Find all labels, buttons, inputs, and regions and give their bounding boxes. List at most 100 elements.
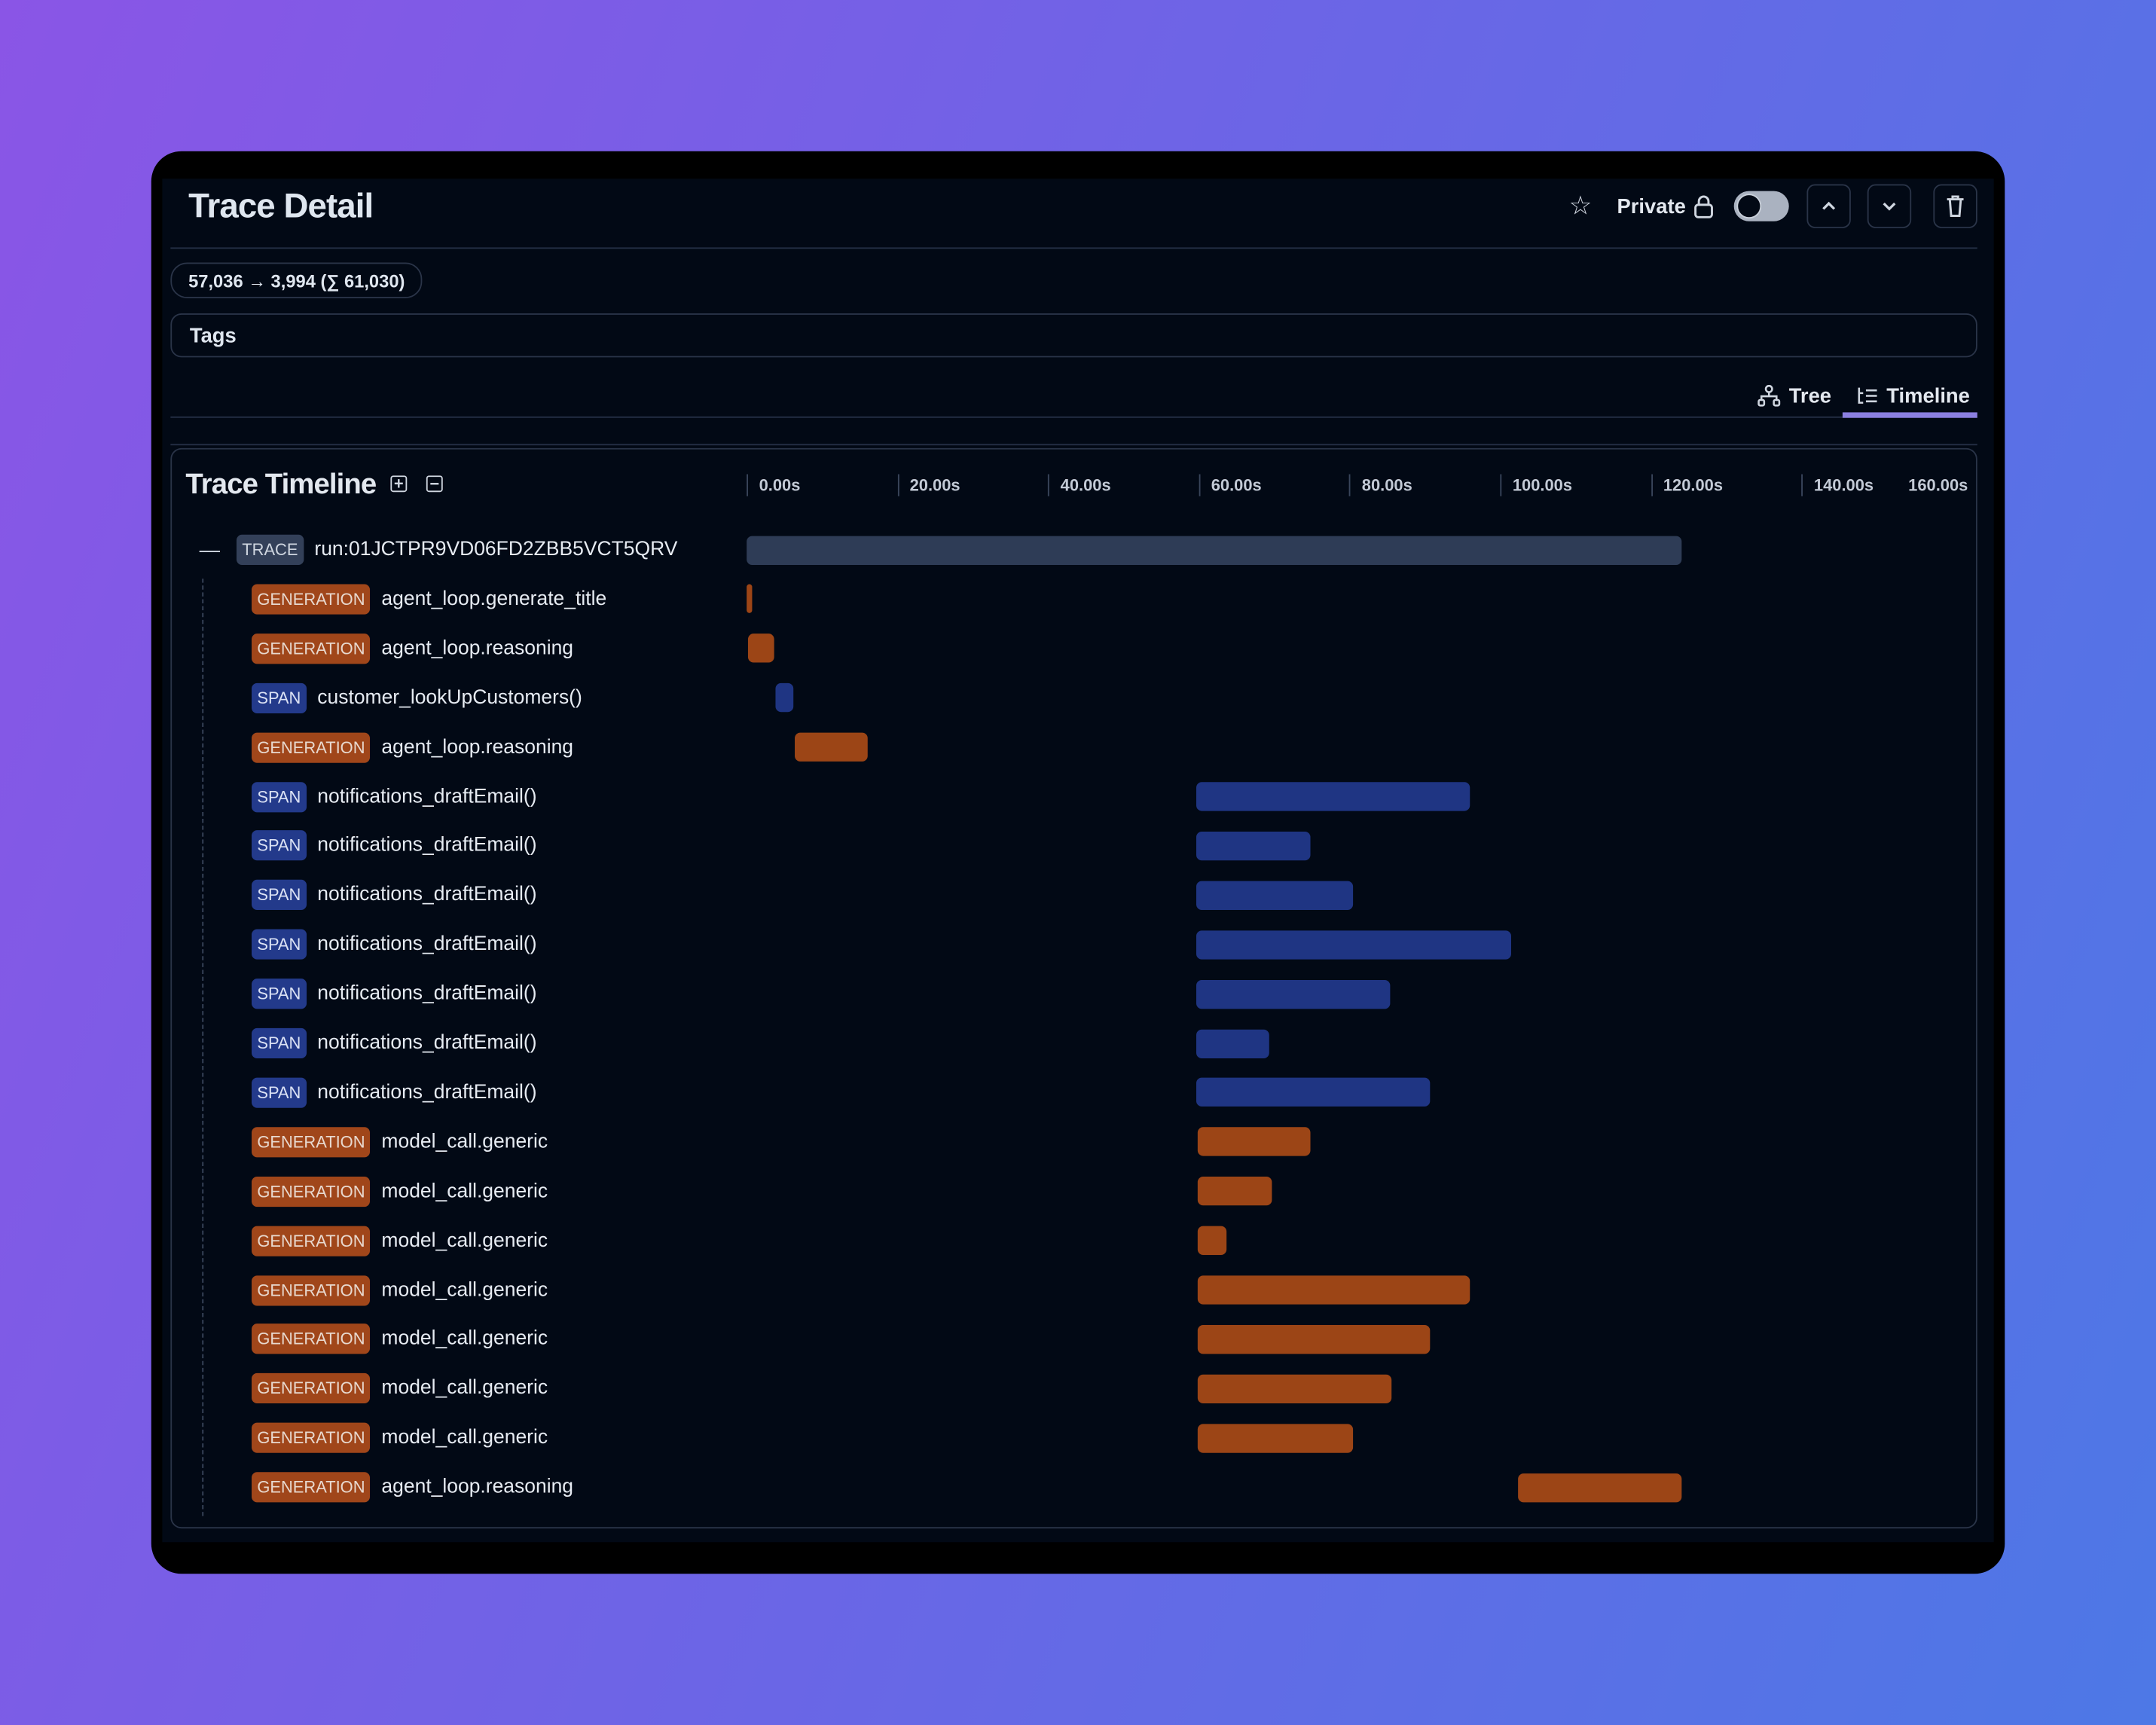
tags-label: Tags xyxy=(189,324,237,348)
span-row[interactable]: SPAN notifications_draftEmail() xyxy=(252,928,537,961)
trace-row[interactable]: — TRACE run:01JCTPR9VD06FD2ZBB5VCT5QRV xyxy=(200,533,678,566)
type-badge: SPAN xyxy=(252,880,307,911)
span-name: model_call.generic xyxy=(381,1427,548,1449)
span-name: model_call.generic xyxy=(381,1131,548,1153)
span-name: agent_loop.reasoning xyxy=(381,637,574,660)
span-name: agent_loop.reasoning xyxy=(381,1476,574,1499)
type-badge: SPAN xyxy=(252,979,307,1009)
axis-tick-label: 140.00s xyxy=(1801,474,1874,496)
timeline-bar[interactable] xyxy=(1518,1473,1681,1502)
delete-trace-button[interactable] xyxy=(1933,184,1977,228)
timeline-bar[interactable] xyxy=(747,535,1681,565)
tab-tree-label: Tree xyxy=(1788,384,1832,408)
lock-icon xyxy=(1694,195,1713,218)
trace-detail-panel: Trace Detail ☆ Private 57,036 → 3,994 (∑… xyxy=(162,179,1994,1543)
timeline-bar[interactable] xyxy=(1196,881,1354,910)
axis-tick-label: 100.00s xyxy=(1500,474,1572,496)
span-row[interactable]: SPAN notifications_draftEmail() xyxy=(252,1076,537,1110)
axis-tick-label: 0.00s xyxy=(747,474,800,496)
private-label: Private xyxy=(1617,194,1686,218)
span-row[interactable]: SPAN notifications_draftEmail() xyxy=(252,879,537,912)
type-badge: SPAN xyxy=(252,830,307,861)
span-name: notifications_draftEmail() xyxy=(317,982,537,1006)
type-badge: GENERATION xyxy=(252,1422,371,1454)
trace-detail-window: Trace Detail ☆ Private 57,036 → 3,994 (∑… xyxy=(151,151,2005,1574)
span-row[interactable]: GENERATION agent_loop.generate_title xyxy=(252,582,606,615)
timeline-bar[interactable] xyxy=(1196,831,1311,861)
span-row[interactable]: SPAN notifications_draftEmail() xyxy=(252,829,537,862)
timeline-bar[interactable] xyxy=(1196,782,1470,811)
type-badge: TRACE xyxy=(236,534,304,565)
timeline-bar[interactable] xyxy=(1198,1127,1311,1157)
span-row[interactable]: GENERATION model_call.generic xyxy=(252,1372,548,1406)
span-name: model_call.generic xyxy=(381,1328,548,1351)
axis-tick-label: 60.00s xyxy=(1199,474,1262,496)
span-row[interactable]: GENERATION model_call.generic xyxy=(252,1421,548,1455)
span-row[interactable]: GENERATION model_call.generic xyxy=(252,1224,548,1257)
tab-tree[interactable]: Tree xyxy=(1757,377,1831,415)
span-name: notifications_draftEmail() xyxy=(317,933,537,956)
type-badge: SPAN xyxy=(252,1077,307,1108)
type-badge: GENERATION xyxy=(252,731,371,762)
span-row[interactable]: SPAN notifications_draftEmail() xyxy=(252,978,537,1011)
span-name: run:01JCTPR9VD06FD2ZBB5VCT5QRV xyxy=(314,539,678,561)
span-name: agent_loop.generate_title xyxy=(381,588,607,610)
header-actions: ☆ Private xyxy=(1568,182,1977,231)
span-row[interactable]: GENERATION agent_loop.reasoning xyxy=(252,632,573,665)
axis-tick-label: 80.00s xyxy=(1349,474,1412,496)
timeline-title: Trace Timeline xyxy=(185,469,377,501)
timeline-bar[interactable] xyxy=(1198,1275,1470,1305)
previous-trace-button[interactable] xyxy=(1806,184,1851,228)
next-trace-button[interactable] xyxy=(1867,184,1912,228)
tabs-divider xyxy=(170,416,1977,418)
timeline-bar[interactable] xyxy=(1198,1374,1392,1403)
type-badge: SPAN xyxy=(252,682,307,713)
active-tab-indicator xyxy=(1842,412,1977,418)
span-row[interactable]: GENERATION model_call.generic xyxy=(252,1323,548,1356)
span-row[interactable]: SPAN notifications_draftEmail() xyxy=(252,1027,537,1060)
timeline-bar[interactable] xyxy=(747,585,753,614)
chevron-down-icon xyxy=(1883,202,1896,211)
tab-timeline-label: Timeline xyxy=(1886,384,1970,408)
timeline-bar[interactable] xyxy=(1198,1226,1227,1256)
type-badge: GENERATION xyxy=(252,584,371,615)
axis-tick-label: 120.00s xyxy=(1651,474,1723,496)
timeline-bar[interactable] xyxy=(1196,1078,1431,1107)
tags-field[interactable]: Tags xyxy=(170,313,1977,358)
span-name: model_call.generic xyxy=(381,1180,548,1203)
span-row[interactable]: SPAN notifications_draftEmail() xyxy=(252,780,537,814)
span-name: model_call.generic xyxy=(381,1229,548,1252)
timeline-bar[interactable] xyxy=(1196,930,1512,960)
type-badge: SPAN xyxy=(252,1027,307,1059)
chevron-up-icon xyxy=(1822,201,1836,210)
timeline-bar[interactable] xyxy=(1198,1177,1272,1206)
timeline-bar[interactable] xyxy=(1198,1324,1431,1354)
page-title: Trace Detail xyxy=(188,187,374,226)
timeline-bar[interactable] xyxy=(1196,1028,1269,1058)
span-row[interactable]: GENERATION model_call.generic xyxy=(252,1274,548,1307)
expand-all-icon[interactable]: + xyxy=(390,475,408,493)
type-badge: GENERATION xyxy=(252,1225,371,1256)
timeline-bar[interactable] xyxy=(1196,979,1391,1009)
span-row[interactable]: GENERATION agent_loop.reasoning xyxy=(252,731,573,764)
axis-tick-label: 40.00s xyxy=(1048,474,1111,496)
private-toggle-label: Private xyxy=(1617,194,1715,218)
type-badge: SPAN xyxy=(252,781,307,812)
timeline-bar[interactable] xyxy=(748,634,774,664)
collapse-icon[interactable]: — xyxy=(199,538,221,562)
section-divider xyxy=(170,444,1977,446)
tree-guide-line xyxy=(202,579,204,1516)
star-icon[interactable]: ☆ xyxy=(1568,191,1593,221)
span-name: notifications_draftEmail() xyxy=(317,835,537,857)
tab-timeline[interactable]: Timeline xyxy=(1856,377,1970,415)
collapse-all-icon[interactable]: − xyxy=(426,475,443,493)
type-badge: GENERATION xyxy=(252,1472,371,1503)
private-toggle[interactable] xyxy=(1733,191,1789,221)
span-row[interactable]: SPAN customer_lookUpCustomers() xyxy=(252,681,582,714)
timeline-bar[interactable] xyxy=(775,683,794,713)
timeline-bar[interactable] xyxy=(1198,1423,1354,1453)
span-row[interactable]: GENERATION model_call.generic xyxy=(252,1175,548,1208)
timeline-bar[interactable] xyxy=(795,732,869,762)
span-row[interactable]: GENERATION model_call.generic xyxy=(252,1125,548,1159)
span-row[interactable]: GENERATION agent_loop.reasoning xyxy=(252,1471,573,1504)
